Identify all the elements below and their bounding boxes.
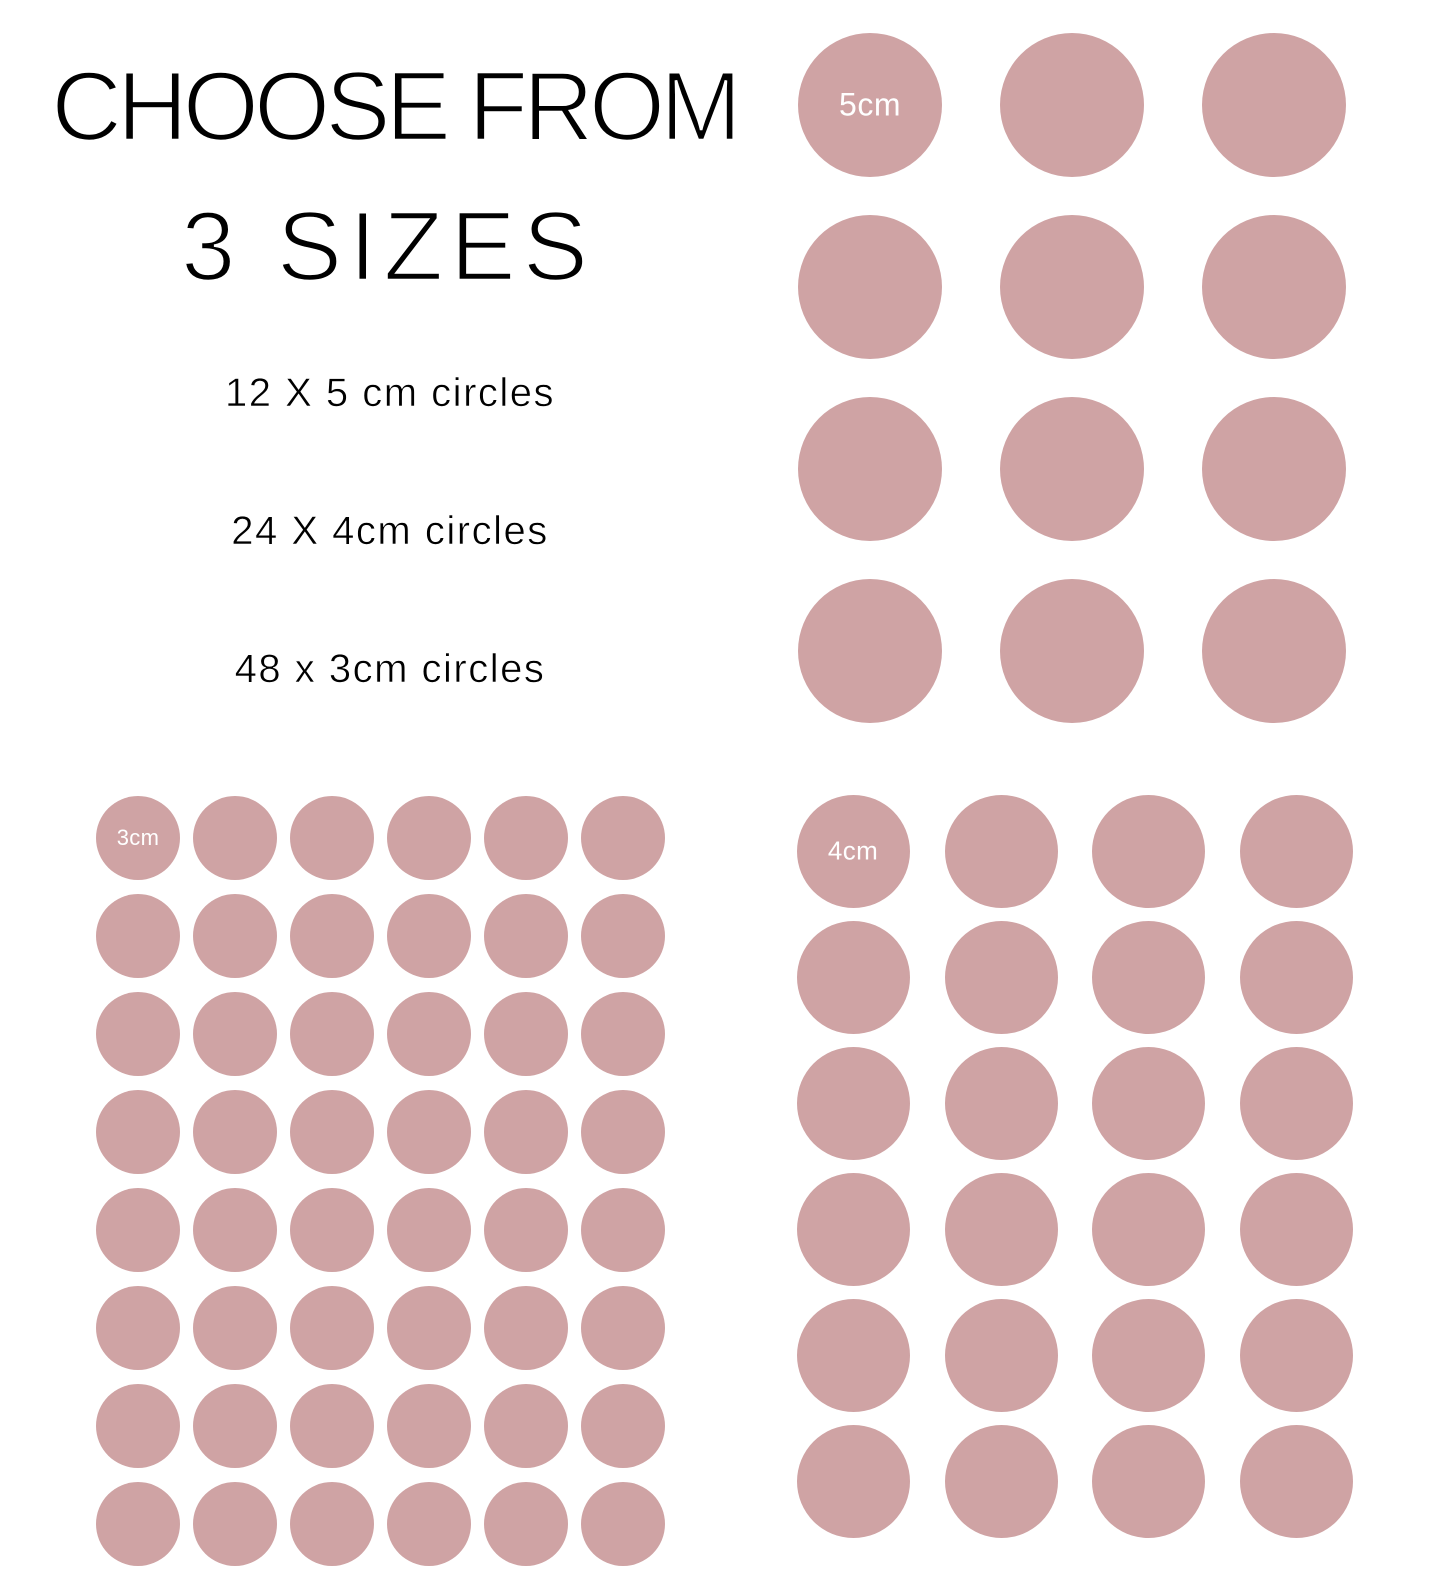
svg-text:48 x 3cm circles: 48 x 3cm circles xyxy=(235,647,546,691)
svg-text:24 X 4cm circles: 24 X 4cm circles xyxy=(231,509,548,553)
svg-text:CHOOSE FROM: CHOOSE FROM xyxy=(51,51,736,161)
svg-text:12 X 5 cm circles: 12 X 5 cm circles xyxy=(225,371,555,415)
svg-text:3 SIZES: 3 SIZES xyxy=(181,191,595,301)
